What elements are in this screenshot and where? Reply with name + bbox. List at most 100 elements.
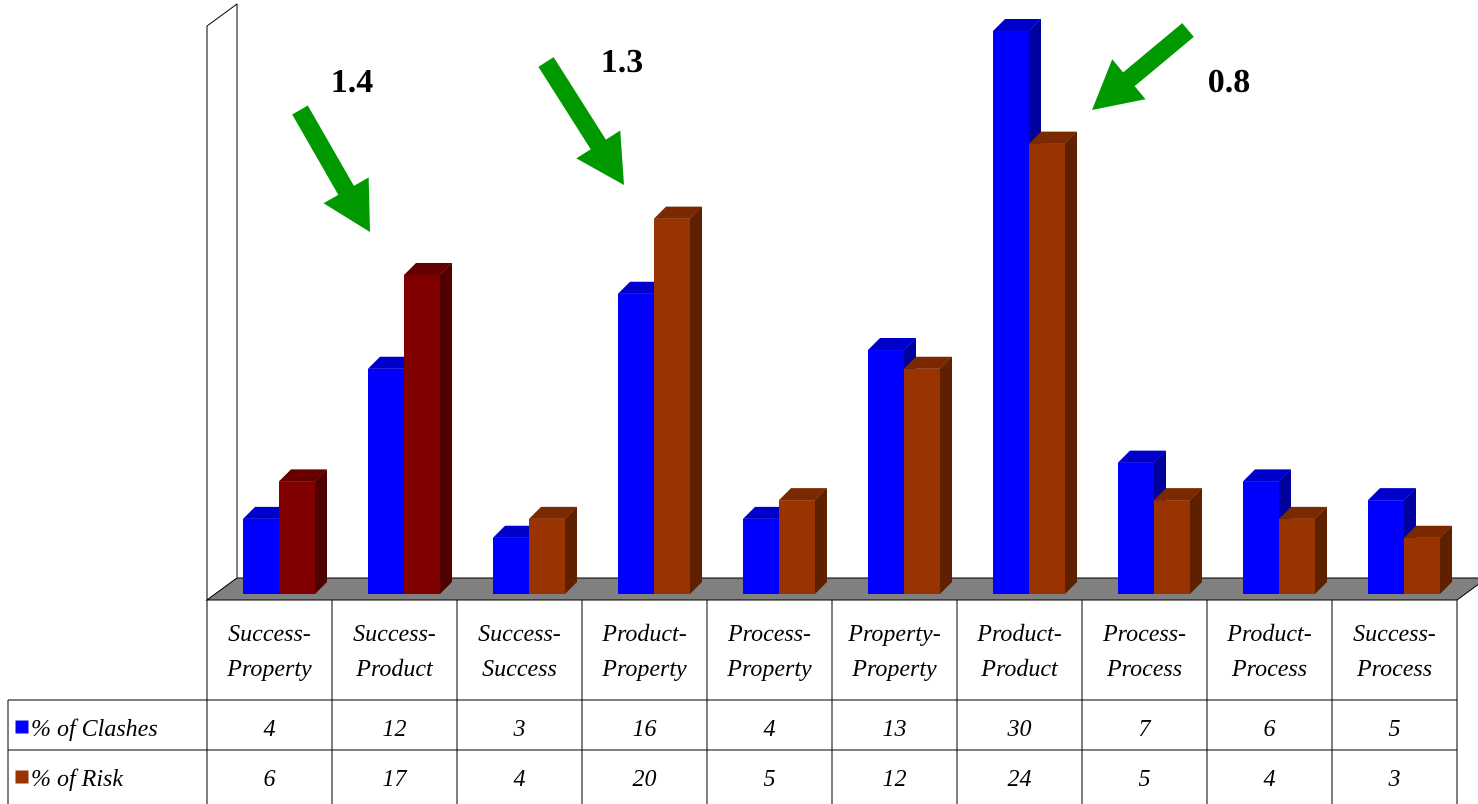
bar-risk-0-front (279, 481, 315, 594)
category-label-2: Success- (478, 621, 561, 647)
bar-risk-6-side (1065, 131, 1077, 594)
table-value-0-3: 16 (633, 716, 657, 742)
table-value-1-9: 3 (1388, 766, 1401, 792)
bar-clashes-1-front (368, 368, 404, 594)
table-value-0-1: 12 (383, 716, 407, 742)
category-label-9: Success- (1353, 621, 1436, 647)
bar-clashes-8-front (1243, 481, 1279, 594)
bar-risk-4-top (779, 488, 827, 501)
bar-risk-7-front (1154, 500, 1190, 594)
table-value-0-5: 13 (883, 716, 907, 742)
bar-risk-4-front (779, 500, 815, 594)
bar-risk-0 (279, 469, 327, 594)
table-value-0-6: 30 (1007, 716, 1032, 742)
category-label-2: Success (482, 656, 557, 682)
category-label-0: Property (226, 656, 312, 682)
bar-risk-8-top (1279, 506, 1327, 519)
bar-clashes-9-front (1368, 500, 1404, 594)
bar-risk-9 (1404, 525, 1452, 594)
category-label-4: Process- (727, 621, 811, 647)
bar-risk-5-side (940, 356, 952, 594)
bar-risk-4 (779, 488, 827, 594)
bar-risk-1-top (404, 262, 452, 275)
table-value-1-3: 20 (633, 766, 657, 792)
annotation-label-1: 1.3 (601, 43, 644, 80)
bar-risk-7 (1154, 488, 1202, 594)
category-label-0: Success- (228, 621, 311, 647)
bar-risk-6-top (1029, 131, 1077, 144)
bar-risk-8-front (1279, 518, 1315, 594)
bar-risk-7-side (1190, 488, 1202, 594)
category-label-3: Product- (601, 621, 686, 647)
bar-clashes-3-front (618, 293, 654, 594)
table-value-0-7: 7 (1139, 716, 1152, 742)
bar-risk-8-side (1315, 506, 1327, 594)
table-value-0-0: 4 (264, 716, 276, 742)
bar-risk-5-top (904, 356, 952, 369)
category-label-9: Process (1356, 656, 1432, 682)
bar-clashes-0-front (243, 518, 279, 594)
bar-risk-5-front (904, 368, 940, 594)
annotation-label-2: 0.8 (1208, 63, 1251, 100)
bar-risk-8 (1279, 506, 1327, 594)
bar-clashes-5-top (868, 338, 916, 351)
category-label-6: Product- (976, 621, 1061, 647)
bar-risk-9-front (1404, 537, 1440, 594)
bar-risk-3-top (654, 206, 702, 219)
bar-risk-3-front (654, 218, 690, 594)
bar-risk-5 (904, 356, 952, 594)
annotation-group: 1.4 1.3 0.8 (292, 23, 1250, 232)
bar-risk-1-front (404, 274, 440, 594)
side-wall (206, 3, 238, 601)
legend-swatch-1 (15, 770, 29, 784)
bar-clashes-8 (1243, 469, 1291, 594)
bar-risk-9-top (1404, 525, 1452, 538)
data-table: Success- Property Success- Product Success- S… (7, 599, 1458, 804)
table-value-1-0: 6 (264, 766, 276, 792)
bar-clashes-7-front (1118, 462, 1154, 594)
bar-risk-2-top (529, 506, 577, 519)
table-value-1-7: 5 (1139, 766, 1151, 792)
category-label-8: Product- (1226, 621, 1311, 647)
category-label-1: Success- (353, 621, 436, 647)
annotation-arrow-0 (292, 105, 370, 232)
bar-clashes-6-front (993, 31, 1029, 594)
bar-risk-0-top (279, 469, 327, 482)
bar-risk-0-side (315, 469, 327, 594)
bar-risk-9-side (1440, 525, 1452, 594)
bar-clashes-6-top (993, 19, 1041, 31)
bar-group (243, 19, 1452, 594)
category-label-4: Property (726, 656, 812, 682)
category-label-7: Process- (1102, 621, 1186, 647)
table-value-1-8: 4 (1264, 766, 1276, 792)
bar-clashes-5-front (868, 350, 904, 594)
bar-risk-1 (404, 262, 452, 594)
table-value-0-4: 4 (764, 716, 776, 742)
table-value-1-6: 24 (1008, 766, 1032, 792)
legend-label-1: % of Risk (31, 766, 123, 792)
legend-label-0: % of Clashes (31, 716, 158, 742)
bar-risk-1-side (440, 262, 452, 594)
category-label-8: Process (1231, 656, 1307, 682)
legend-swatch-0 (15, 720, 29, 734)
bar-risk-3-side (690, 206, 702, 594)
bar-risk-3 (654, 206, 702, 594)
table-value-1-2: 4 (514, 766, 526, 792)
category-label-6: Product (980, 656, 1059, 682)
category-label-5: Property- (847, 621, 940, 647)
category-label-7: Process (1106, 656, 1182, 682)
table-value-1-1: 17 (383, 766, 408, 792)
table-value-1-4: 5 (764, 766, 776, 792)
bar-risk-2-side (565, 506, 577, 594)
bar-risk-6-front (1029, 143, 1065, 594)
bar-risk-7-top (1154, 488, 1202, 501)
bar-clashes-9-top (1368, 488, 1416, 501)
bar-clashes-2-front (493, 537, 529, 594)
annotation-arrow-1 (538, 57, 624, 185)
bar-clashes-7-top (1118, 450, 1166, 463)
bar-risk-2-front (529, 518, 565, 594)
bar-clashes-4-front (743, 518, 779, 594)
annotation-arrow-2 (1092, 23, 1194, 111)
annotation-label-0: 1.4 (331, 63, 374, 100)
